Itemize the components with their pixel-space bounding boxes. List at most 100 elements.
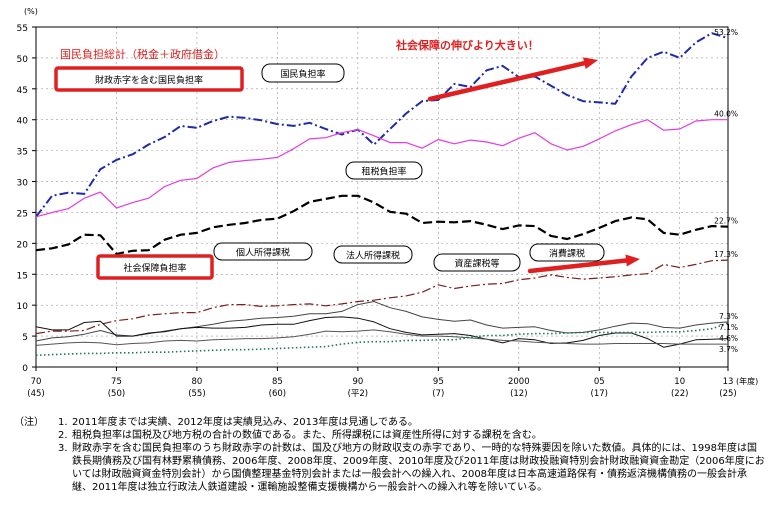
end-label-6: 4.6% [719, 334, 738, 343]
y-unit-label: (%) [24, 7, 38, 16]
x-tick-sublabel: (7) [432, 389, 444, 399]
x-tick-label: 90 [352, 377, 363, 387]
end-label-7: 3.7% [719, 345, 738, 354]
burden-rate-chart: 0510152025303540455055(%)70(45)75(50)80(… [17, 7, 759, 399]
arrow-head [625, 254, 640, 267]
end-label-1: 53.2% [714, 28, 738, 37]
x-tick-label: 10 [674, 377, 685, 387]
annotation-total-burden: 国民負担総計（税金＋政府借金） [60, 47, 225, 61]
y-tick-label: 20 [17, 240, 29, 250]
label-box-text: 社会保障負担率 [123, 262, 186, 274]
x-tick-label: 13 [723, 377, 734, 387]
label-box-frame [345, 161, 423, 180]
x-tick-sublabel: (45) [27, 389, 44, 399]
label-box-text: 法人所得課税 [346, 250, 400, 262]
y-tick-label: 55 [17, 24, 28, 34]
footnote-1: （注） 1. 2011年度までは実績、2012年度は実績見込み、2013年度は見通し… [14, 416, 766, 429]
x-tick-sublabel: (12) [510, 389, 527, 399]
y-tick-label: 10 [17, 302, 29, 312]
arrow-head [583, 57, 598, 70]
x-tick-label: 05 [594, 377, 605, 387]
label-box-frame [529, 243, 605, 262]
footnote-text: 財政赤字を含む国民負担率のうち財政赤字の計数は、国及び地方の財政収支の赤字であり… [72, 443, 765, 493]
label-box-5: 個人所得課税 [213, 242, 313, 261]
annotation-growth: 社会保障の伸びより大きい！ [395, 38, 539, 52]
x-tick-sublabel: (22) [671, 389, 688, 399]
footnote-text: 租税負担率は国税及び地方税の合計の数値である。また、所得課税には資産性所得に対す… [72, 430, 542, 441]
y-tick-label: 30 [17, 179, 29, 189]
label-box-text: 消費課税 [549, 248, 585, 260]
y-tick-label: 35 [17, 148, 28, 158]
footnote-prefix [14, 442, 58, 494]
label-box-text: 租税負担率 [361, 166, 406, 178]
x-tick-label: 80 [192, 377, 203, 387]
y-tick-label: 50 [17, 55, 29, 65]
label-box-frame [213, 242, 313, 261]
x-tick-sublabel: (平2) [348, 389, 369, 399]
x-unit-label: (年度) [736, 376, 758, 386]
label-box-text: 個人所得課税 [236, 247, 290, 259]
y-tick-label: 5 [22, 333, 28, 343]
footnote-number: 3. [58, 443, 68, 454]
label-box-text: 国民負担率 [280, 68, 325, 80]
label-box-7: 資産課税等 [433, 253, 521, 272]
x-tick-sublabel: (25) [719, 389, 736, 399]
series-line-2 [35, 119, 728, 218]
label-box-8: 消費課税 [529, 243, 605, 262]
label-box-frame [433, 253, 521, 272]
label-box-2: 国民負担率 [261, 63, 345, 83]
footnote-prefix: （注） [14, 417, 44, 428]
end-label-4: 17.3% [714, 250, 738, 259]
series-line-7 [35, 329, 728, 346]
arrow-shaft [427, 60, 587, 102]
footnote-prefix [14, 429, 58, 442]
arrow-deficit-growth [427, 57, 598, 102]
series-line-6 [35, 316, 729, 348]
footnotes: （注） 1. 2011年度までは実績、2012年度は実績見込み、2013年度は見通し… [14, 416, 766, 494]
x-tick-sublabel: (55) [188, 389, 205, 399]
x-tick-sublabel: (17) [591, 389, 608, 399]
y-tick-label: 15 [17, 271, 28, 281]
axes: 0510152025303540455055(%)70(45)75(50)80(… [17, 7, 759, 399]
y-tick-label: 45 [17, 86, 28, 96]
end-label-2: 40.0% [714, 110, 738, 119]
footnote-number: 2. [58, 430, 68, 441]
series-lines [35, 32, 729, 357]
y-tick-label: 25 [17, 209, 28, 219]
y-tick-label: 0 [22, 364, 28, 374]
label-box-frame [54, 66, 244, 92]
series-line-1 [35, 32, 729, 218]
x-tick-label: 85 [272, 377, 283, 387]
footnote-3: 3. 財政赤字を含む国民負担率のうち財政赤字の計数は、国及び地方の財政収支の赤字で… [14, 442, 766, 494]
end-label-3: 22.7% [714, 217, 738, 226]
label-box-frame [96, 254, 214, 280]
arrow-social-security-growth [527, 254, 640, 274]
series-line-3 [35, 194, 729, 255]
footnote-number: 1. [58, 417, 68, 428]
end-label-8: 7.1% [719, 323, 738, 332]
series-line-8 [35, 322, 729, 357]
label-box-4: 社会保障負担率 [96, 254, 214, 280]
x-tick-sublabel: (50) [108, 389, 125, 399]
footnote-text: 2011年度までは実績、2012年度は実績見込み、2013年度は見通しである。 [72, 417, 418, 428]
plot-frame [35, 26, 729, 368]
footnote-2: 2. 租税負担率は国税及び地方税の合計の数値である。また、所得課税には資産性所得に… [14, 429, 766, 442]
x-tick-label: 70 [31, 377, 42, 387]
x-tick-label: 75 [111, 377, 122, 387]
end-labels: 53.2% 40.0% 22.7% 17.3% 7.3% 7.1% 4.6% 3.7% [714, 28, 738, 354]
label-box-text: 資産課税等 [454, 258, 499, 270]
end-label-5: 7.3% [719, 312, 738, 321]
x-tick-label: 2000 [508, 377, 530, 387]
label-box-3: 租税負担率 [345, 161, 423, 180]
x-tick-sublabel: (60) [269, 389, 286, 399]
label-box-1: 財政赤字を含む国民負担率 [54, 66, 244, 92]
series-line-4 [35, 259, 729, 335]
y-tick-label: 40 [17, 117, 29, 127]
label-box-frame [333, 245, 413, 264]
label-box-text: 財政赤字を含む国民負担率 [95, 74, 203, 86]
label-box-6: 法人所得課税 [333, 245, 413, 264]
x-tick-label: 95 [433, 377, 444, 387]
arrow-shaft [527, 258, 629, 274]
label-box-frame [261, 63, 345, 83]
